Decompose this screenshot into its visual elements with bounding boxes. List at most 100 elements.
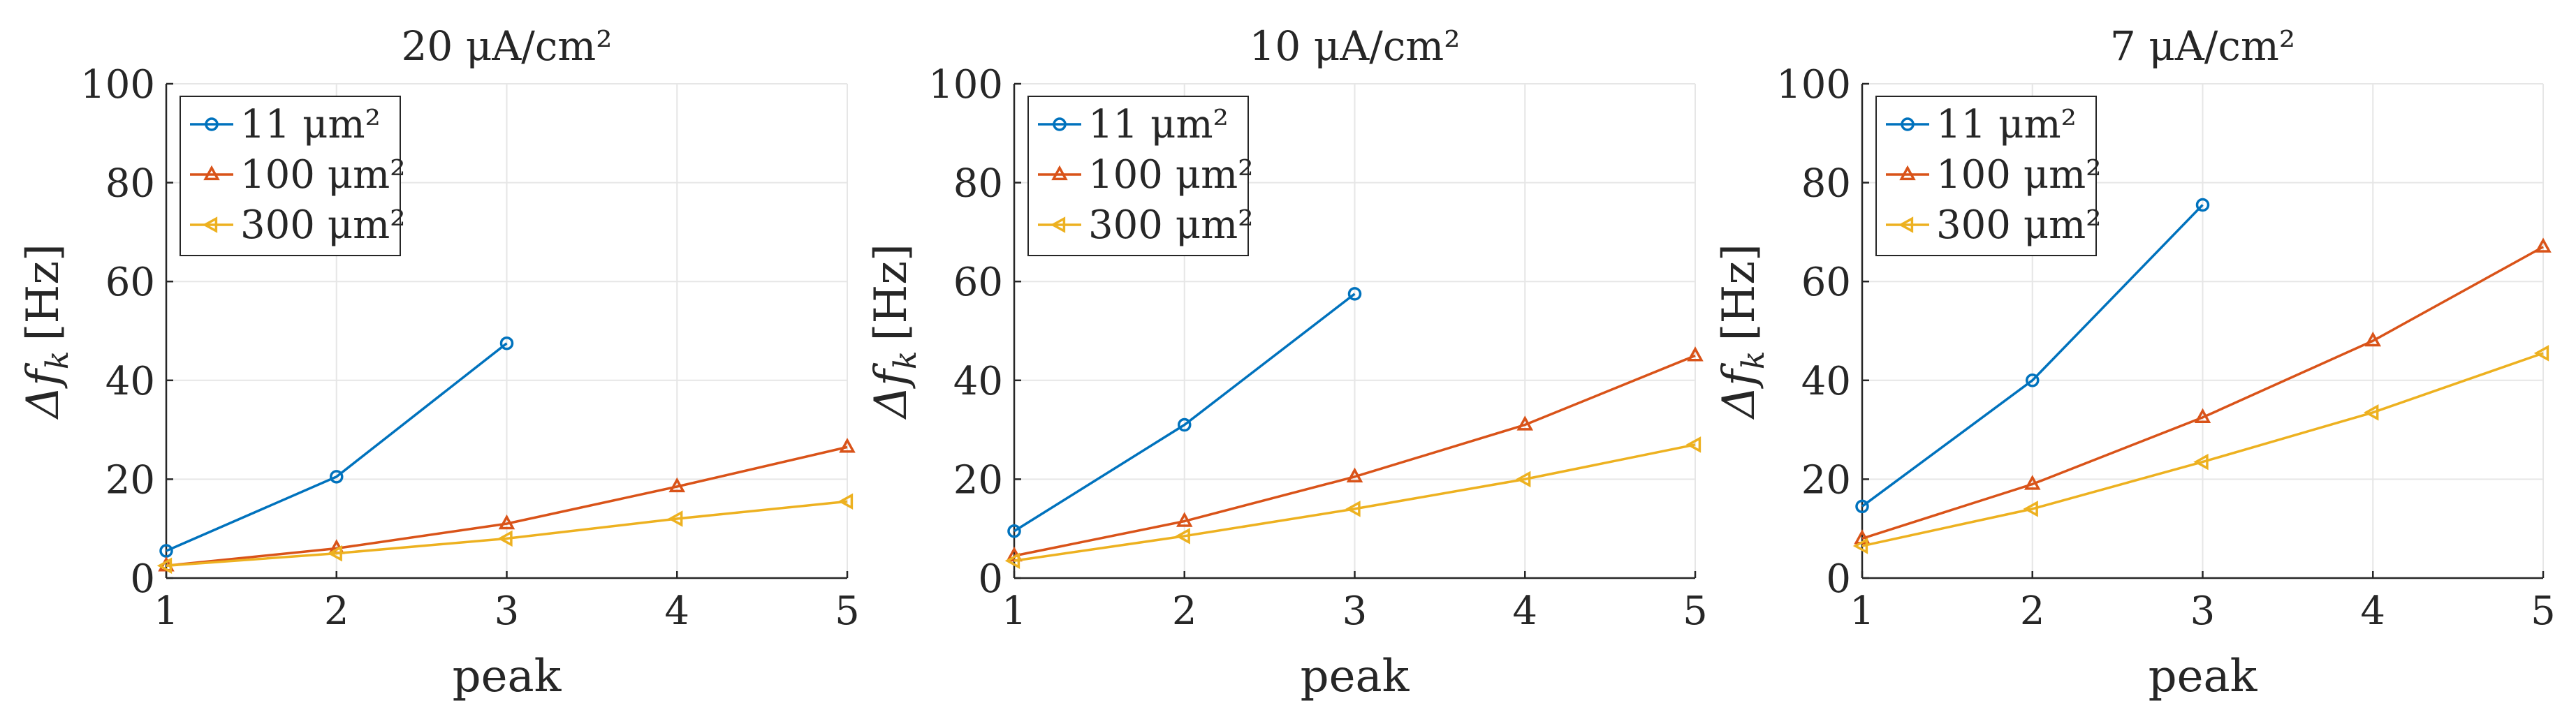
data-point: [1178, 417, 1192, 432]
data-point: [1855, 499, 1869, 514]
x-tick-label: 2: [1172, 589, 1197, 634]
data-point: [1516, 471, 1531, 488]
data-point: [2535, 237, 2552, 253]
data-point: [327, 545, 342, 562]
chart-panel-2: 0 20 40 60 80 100 1 2 3 4 5 10 μA/cm² peak Δfk[Hz] 11 …: [865, 22, 1708, 702]
x-tick-label: 3: [2190, 589, 2216, 634]
data-point: [2364, 404, 2379, 421]
x-tick-label: 3: [495, 589, 520, 634]
legend-entry: 100 μm²: [240, 152, 406, 198]
data-point: [2533, 345, 2549, 362]
data-point: [837, 493, 854, 510]
chart-title: 7 μA/cm²: [2110, 22, 2295, 70]
x-tick-label: 5: [2531, 589, 2556, 634]
x-tick-label: 5: [835, 589, 860, 634]
data-point: [1176, 512, 1193, 527]
data-point: [2026, 374, 2040, 387]
y-tick-label: 80: [105, 161, 155, 207]
chart-panel-1: 0 20 40 60 80 100 1 2 3 4 5 20 μA/cm² peak Δfk[Hz] 11 …: [17, 22, 860, 702]
y-tick-label: 20: [1801, 457, 1851, 503]
legend-marker: [1901, 117, 1915, 131]
x-tick-label: 4: [1512, 589, 1537, 634]
data-point: [1175, 528, 1190, 545]
data-point: [1685, 436, 1702, 453]
legend-marker: [1050, 216, 1066, 233]
data-point: [156, 557, 173, 575]
series-line-3: [1013, 443, 1696, 562]
data-point: [1346, 467, 1363, 483]
legend-marker: [1053, 117, 1067, 131]
series-line-2: [166, 445, 848, 568]
data-point: [1516, 415, 1534, 431]
y-axis-label: Δfk[Hz]: [1713, 244, 1771, 420]
data-point: [497, 530, 513, 547]
y-tick-label: 40: [1801, 359, 1851, 404]
x-tick-label: 2: [2020, 589, 2045, 634]
legend-marker: [1899, 165, 1916, 181]
data-point: [1004, 552, 1020, 569]
data-point: [1345, 501, 1361, 517]
data-point: [668, 510, 683, 527]
chart-panel-3: 0 20 40 60 80 100 1 2 3 4 5 7 μA/cm² peak Δfk[Hz] 11 μ…: [1713, 22, 2556, 702]
y-tick-label: 80: [953, 161, 1003, 207]
data-point: [330, 470, 344, 484]
y-tick-label: 40: [953, 359, 1003, 404]
data-point: [498, 514, 515, 530]
legend-marker: [202, 216, 218, 233]
y-tick-label: 80: [1801, 161, 1851, 207]
y-tick-label: 40: [105, 359, 155, 404]
series-line-3: [166, 500, 848, 568]
data-point: [668, 477, 686, 493]
data-point: [1852, 538, 1868, 554]
series-line-1: [1013, 293, 1356, 533]
data-point: [2364, 331, 2382, 347]
legend-marker: [1051, 165, 1068, 181]
legend-marker: [1898, 216, 1914, 233]
x-tick-label: 5: [1683, 589, 1708, 634]
x-tick-label: 1: [1002, 589, 1027, 634]
data-point: [839, 438, 856, 453]
x-tick-label: 4: [664, 589, 689, 634]
chart-title: 10 μA/cm²: [1249, 22, 1460, 70]
data-point: [159, 544, 173, 558]
series-line-2: [1013, 354, 1696, 557]
y-tick-label: 60: [1801, 260, 1851, 305]
chart-title: 20 μA/cm²: [401, 22, 612, 70]
y-tick-label: 100: [80, 62, 155, 108]
data-point: [499, 336, 514, 350]
y-tick-label: 0: [130, 556, 155, 602]
y-tick-label: 0: [1826, 556, 1851, 602]
legend-entry: 300 μm²: [1936, 202, 2102, 248]
legend-marker: [203, 165, 220, 181]
y-tick-label: 0: [978, 556, 1003, 602]
series-line-1: [1861, 204, 2204, 508]
y-axis-label: Δfk[Hz]: [865, 244, 923, 420]
series-line-1: [166, 342, 508, 552]
y-tick-label: 20: [105, 457, 155, 503]
legend-entry: 100 μm²: [1936, 152, 2102, 198]
data-point: [2024, 475, 2041, 490]
y-tick-label: 100: [1776, 62, 1851, 108]
x-axis-label: peak: [1301, 651, 1410, 702]
x-tick-label: 4: [2360, 589, 2385, 634]
x-axis-label: peak: [453, 651, 562, 702]
y-tick-label: 20: [953, 457, 1003, 503]
legend-entry: 11 μm²: [1936, 102, 2077, 147]
x-tick-label: 1: [154, 589, 179, 634]
data-point: [2193, 453, 2209, 471]
y-tick-label: 100: [928, 62, 1003, 108]
legend-marker: [205, 117, 219, 131]
x-tick-label: 2: [324, 589, 349, 634]
data-point: [2195, 198, 2210, 212]
y-axis-label: Δfk[Hz]: [17, 244, 75, 420]
series-line-3: [1861, 352, 2544, 547]
data-point: [1007, 524, 1021, 538]
legend-entry: 100 μm²: [1088, 152, 1254, 198]
legend-entry: 11 μm²: [1088, 102, 1229, 147]
series-line-2: [1861, 246, 2544, 540]
